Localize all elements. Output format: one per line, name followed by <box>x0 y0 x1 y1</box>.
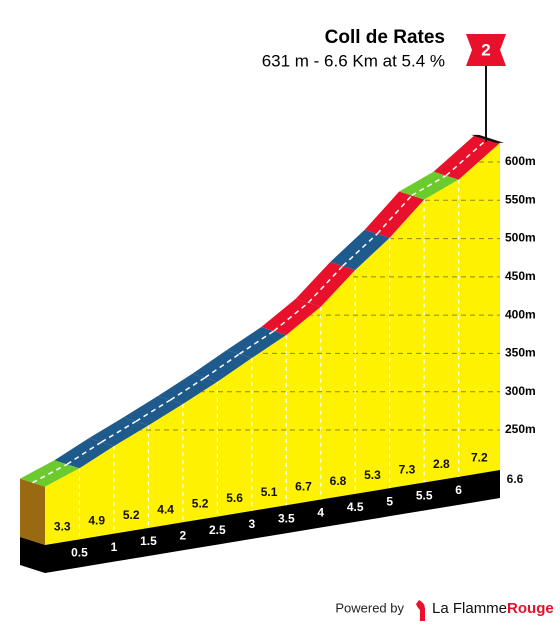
brand-part-1: La Flamme <box>432 600 507 617</box>
gradient-label: 6.8 <box>330 474 347 488</box>
distance-label: 4.5 <box>347 500 364 514</box>
distance-label: 6.6 <box>507 472 524 486</box>
y-tick-label: 400m <box>505 307 536 321</box>
gradient-label: 5.2 <box>192 497 209 511</box>
stripe-dash <box>411 174 447 197</box>
gradient-stripe <box>330 229 390 270</box>
distance-label: 2.5 <box>209 523 226 537</box>
stripe-dash <box>169 377 206 401</box>
gradient-label: 5.1 <box>261 485 278 499</box>
y-tick-label: 450m <box>505 269 536 283</box>
stripe-dash <box>66 441 102 465</box>
gradient-label: 2.8 <box>433 457 450 471</box>
chart-title: Coll de Rates <box>325 27 445 48</box>
distance-label: 4 <box>317 506 324 520</box>
stripe-dash <box>342 233 378 267</box>
brand-part-2: Rouge <box>507 600 554 617</box>
gradient-label: 3.3 <box>54 519 71 533</box>
profile-face <box>45 142 500 545</box>
gradient-label: 7.3 <box>399 463 416 477</box>
gradient-label: 7.2 <box>471 451 488 465</box>
distance-label: 5.5 <box>416 489 433 503</box>
powered-by: Powered by <box>335 600 404 615</box>
stripe-dash <box>101 420 137 443</box>
gradient-stripe <box>295 261 356 307</box>
distance-label: 6 <box>455 483 462 497</box>
gradient-label: 5.6 <box>226 491 243 505</box>
y-tick-label: 600m <box>505 154 536 168</box>
logo-icon <box>416 600 425 621</box>
y-tick-label: 300m <box>505 384 536 398</box>
category-label: 2 <box>481 40 490 59</box>
distance-label: 1.5 <box>140 534 157 548</box>
y-tick-label: 350m <box>505 346 536 360</box>
stripe-dash <box>204 353 240 379</box>
distance-label: 1 <box>111 540 118 554</box>
category-flag: 2 <box>466 34 506 142</box>
distance-label: 2 <box>180 528 187 542</box>
distance-label: 5 <box>386 494 393 508</box>
gradient-stripe <box>364 191 425 238</box>
distance-label: 0.5 <box>71 545 88 559</box>
chart-subtitle: 631 m - 6.6 Km at 5.4 % <box>262 51 445 70</box>
side-base <box>20 537 45 573</box>
brand-logo: La FlammeRouge <box>416 600 554 621</box>
gradient-label: 4.4 <box>157 502 174 516</box>
y-tick-label: 550m <box>505 192 536 206</box>
stripe-dash <box>32 463 68 484</box>
stripe-dash <box>273 302 309 332</box>
side-face <box>20 478 45 545</box>
y-tick-label: 500m <box>505 231 536 245</box>
distance-label: 3 <box>248 517 255 531</box>
summit-cap <box>471 134 504 143</box>
distance-label: 3.5 <box>278 511 295 525</box>
stripe-dash <box>238 330 275 355</box>
flag-cloth <box>466 34 506 66</box>
gradient-label: 6.7 <box>295 480 312 494</box>
stripe-dash <box>135 399 171 423</box>
y-tick-label: 250m <box>505 422 536 436</box>
brand-name: La FlammeRouge <box>432 600 554 617</box>
gradient-label: 5.3 <box>364 468 381 482</box>
base-band <box>45 470 500 573</box>
gradient-label: 4.9 <box>88 514 105 528</box>
stripe-dash <box>445 138 488 177</box>
gradient-label: 5.2 <box>123 508 140 522</box>
